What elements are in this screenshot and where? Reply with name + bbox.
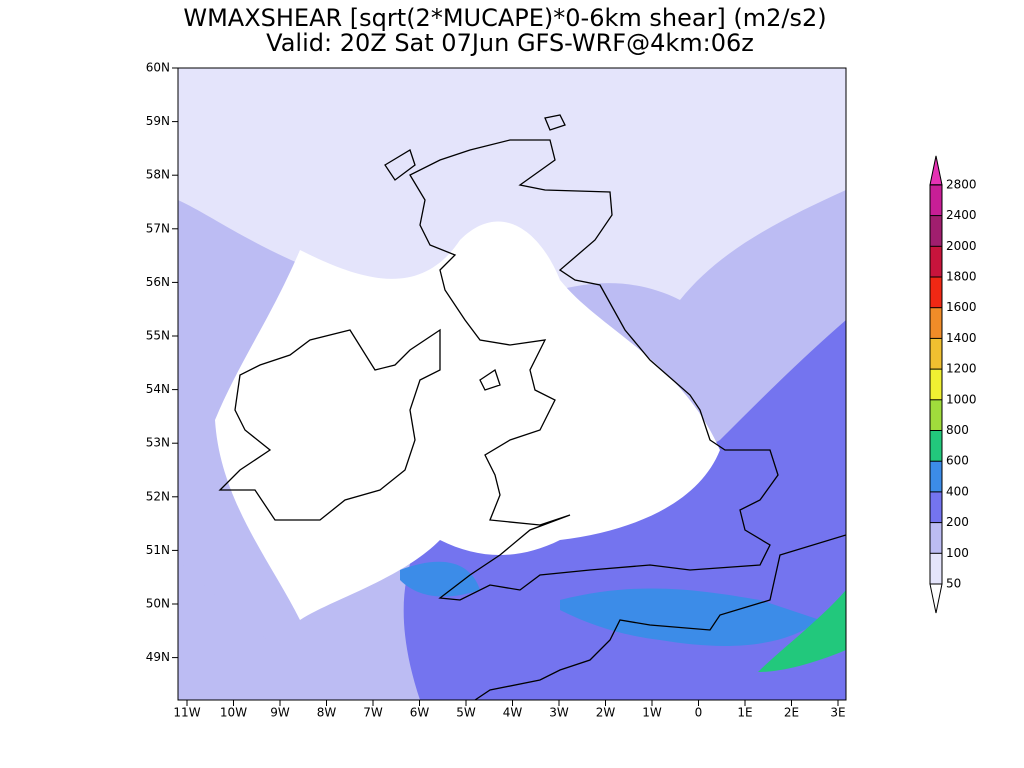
colorbar-label: 1600 (946, 300, 977, 314)
lat-label: 51N (146, 543, 170, 557)
colorbar-swatch (930, 461, 942, 492)
colorbar-label: 50 (946, 577, 961, 591)
colorbar-swatch (930, 184, 942, 216)
lon-label: 11W (173, 706, 200, 720)
field-400 (560, 588, 820, 646)
lon-label: 9W (270, 706, 290, 720)
colorbar-swatch (930, 491, 942, 523)
lat-label: 60N (146, 61, 170, 75)
lat-label: 59N (146, 114, 170, 128)
lon-label: 1W (642, 706, 662, 720)
lat-label: 53N (146, 436, 170, 450)
field-100 (178, 560, 300, 660)
lon-label: 0 (695, 706, 703, 720)
colorbar-label: 2400 (946, 208, 977, 222)
colorbar-label: 2800 (946, 177, 977, 191)
colorbar-swatch (930, 369, 942, 400)
lat-label: 57N (146, 221, 170, 235)
lon-label: 4W (503, 706, 523, 720)
title: WMAXSHEAR [sqrt(2*MUCAPE)*0-6km shear] (… (183, 4, 826, 32)
colorbar-swatch (930, 246, 942, 277)
colorbar-swatch (930, 338, 942, 370)
lon-label: 6W (410, 706, 430, 720)
lon-label: 10W (220, 706, 247, 720)
colorbar-label: 100 (946, 546, 969, 560)
colorbar-swatch (930, 399, 942, 431)
lon-label: 1E (737, 706, 752, 720)
colorbar-label: 600 (946, 454, 969, 468)
colorbar-label: 200 (946, 515, 969, 529)
coast-gb (409, 139, 779, 601)
colorbar-swatch (930, 430, 942, 462)
coast-france (474, 534, 846, 700)
subtitle: Valid: 20Z Sat 07Jun GFS-WRF@4km:06z (266, 29, 754, 57)
lat-label: 50N (146, 597, 170, 611)
field-50 (178, 68, 846, 330)
colorbar-swatch (930, 215, 942, 247)
lon-label: 3W (549, 706, 569, 720)
lat-label: 56N (146, 275, 170, 289)
colorbar-label: 1200 (946, 362, 977, 376)
colorbar-label: 800 (946, 423, 969, 437)
colorbar-label: 1000 (946, 392, 977, 406)
colorbar-over (929, 155, 943, 186)
colorbar-swatch (930, 307, 942, 339)
lat-label: 52N (146, 489, 170, 503)
colorbar-label: 2000 (946, 239, 977, 253)
colorbar-swatch (930, 277, 942, 308)
field-600 (758, 590, 846, 672)
colorbar-swatch (930, 553, 942, 584)
field-400 (400, 561, 480, 597)
lat-label: 49N (146, 650, 170, 664)
lon-label: 2E (784, 706, 799, 720)
colorbar-under (929, 583, 943, 614)
lon-label: 8W (317, 706, 337, 720)
lon-label: 5W (456, 706, 476, 720)
lat-label: 54N (146, 382, 170, 396)
colorbar-label: 1800 (946, 270, 977, 284)
lat-label: 55N (146, 329, 170, 343)
colorbar-label: 400 (946, 484, 969, 498)
lat-label: 58N (146, 168, 170, 182)
lon-label: 7W (363, 706, 383, 720)
colorbar-swatch (930, 522, 942, 554)
shading (178, 68, 846, 700)
lon-label: 2W (596, 706, 616, 720)
colorbar-label: 1400 (946, 331, 977, 345)
lon-label: 3E (830, 706, 845, 720)
field-0 (215, 221, 720, 620)
coast-islands (384, 114, 566, 391)
coast-ireland (218, 328, 441, 521)
